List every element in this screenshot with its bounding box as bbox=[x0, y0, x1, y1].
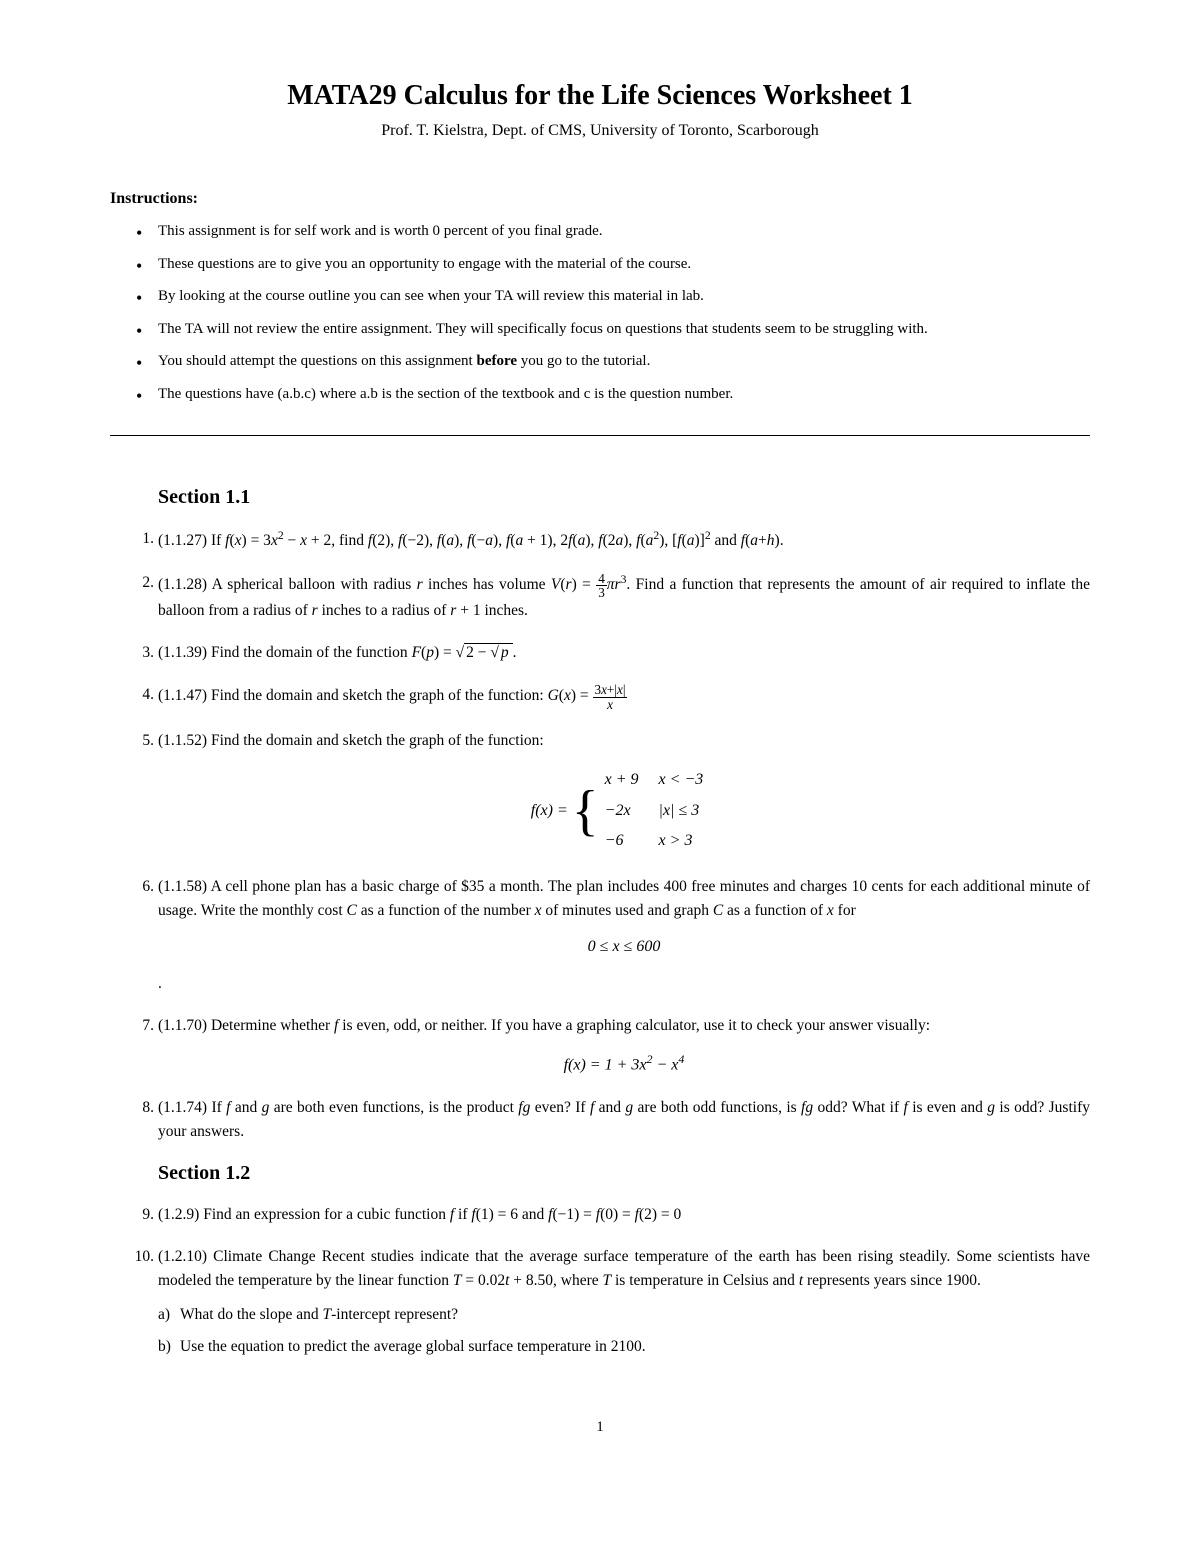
content-area: Section 1.1 (1.1.27) If f(x) = 3x2 − x + … bbox=[110, 486, 1090, 1359]
page-number: 1 bbox=[110, 1419, 1090, 1436]
question-item: (1.1.47) Find the domain and sketch the … bbox=[158, 683, 1090, 710]
question-item: (1.1.28) A spherical balloon with radius… bbox=[158, 571, 1090, 623]
instruction-item: The questions have (a.b.c) where a.b is … bbox=[158, 383, 1090, 406]
section-title: Section 1.1 bbox=[158, 486, 1090, 509]
question-item: (1.1.27) If f(x) = 3x2 − x + 2, find f(2… bbox=[158, 527, 1090, 553]
question-item: (1.1.74) If f and g are both even functi… bbox=[158, 1096, 1090, 1144]
instruction-item: By looking at the course outline you can… bbox=[158, 285, 1090, 308]
question-item: (1.2.9) Find an expression for a cubic f… bbox=[158, 1203, 1090, 1227]
question-item: (1.2.10) Climate Change Recent studies i… bbox=[158, 1245, 1090, 1359]
instructions-list: This assignment is for self work and is … bbox=[110, 220, 1090, 405]
instruction-item: You should attempt the questions on this… bbox=[158, 350, 1090, 373]
question-list: (1.2.9) Find an expression for a cubic f… bbox=[158, 1203, 1090, 1359]
question-item: (1.1.70) Determine whether f is even, od… bbox=[158, 1014, 1090, 1078]
instruction-item: These questions are to give you an oppor… bbox=[158, 253, 1090, 276]
section-title: Section 1.2 bbox=[158, 1162, 1090, 1185]
sub-question-a: What do the slope and T-intercept repres… bbox=[180, 1303, 1090, 1327]
divider bbox=[110, 435, 1090, 436]
question-item: (1.1.39) Find the domain of the function… bbox=[158, 641, 1090, 665]
sub-question-b: Use the equation to predict the average … bbox=[180, 1335, 1090, 1359]
instruction-item: The TA will not review the entire assign… bbox=[158, 318, 1090, 341]
question-item: (1.1.52) Find the domain and sketch the … bbox=[158, 729, 1090, 857]
page-subtitle: Prof. T. Kielstra, Dept. of CMS, Univers… bbox=[110, 122, 1090, 140]
page-title: MATA29 Calculus for the Life Sciences Wo… bbox=[110, 80, 1090, 112]
question-list: (1.1.27) If f(x) = 3x2 − x + 2, find f(2… bbox=[158, 527, 1090, 1144]
question-item: (1.1.58) A cell phone plan has a basic c… bbox=[158, 875, 1090, 996]
instructions-heading: Instructions: bbox=[110, 190, 1090, 208]
instruction-item: This assignment is for self work and is … bbox=[158, 220, 1090, 243]
